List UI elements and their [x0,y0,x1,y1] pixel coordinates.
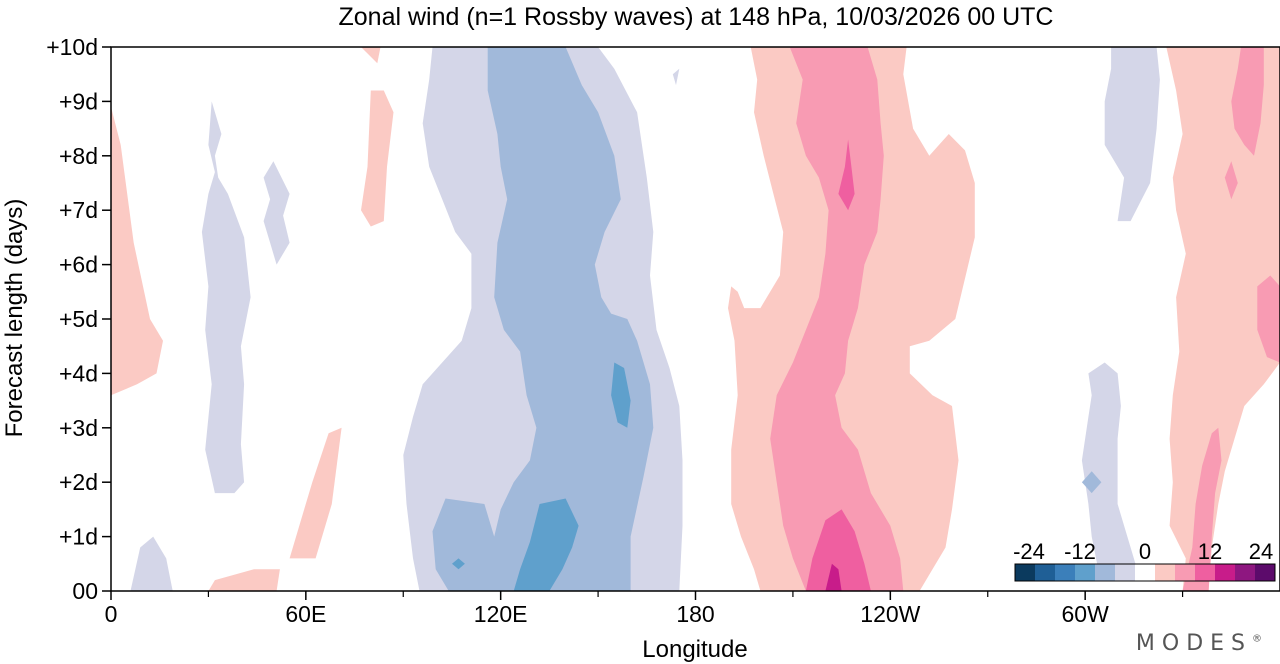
axis-ticks: 0 60E 120E 180 120W 60W 00 +1d +2d +3d +4d +5d +6d +7… [46,34,1184,627]
colorbar-swatch-3 [1075,564,1096,581]
contour-region-22 [1166,47,1280,591]
contour-region-16 [805,509,871,591]
y-tick-label-2: +2d [59,469,98,495]
y-tick-label-10: +10d [46,34,98,60]
colorbar-frame [1014,563,1276,582]
colorbar: -24 -12 0 12 24 [1013,539,1276,582]
colorbar-swatch-11 [1235,564,1256,581]
y-tick-label-3: +3d [59,415,98,441]
contour-region-5 [289,427,342,559]
brand-name: MODES [1135,631,1252,656]
colorbar-swatch-4 [1095,564,1116,581]
contour-region-9 [432,47,654,591]
y-tick-label-8: +8d [59,143,98,169]
contour-region-12 [452,558,465,570]
contour-region-13 [672,68,680,86]
colorbar-swatch-12 [1255,564,1276,581]
y-tick-label-5: +5d [59,306,98,332]
colorbar-swatch-2 [1055,564,1076,581]
colorbar-swatch-1 [1035,564,1056,581]
y-tick-label-1: +1d [59,524,98,550]
x-tick-label-0: 0 [105,601,118,627]
contour-region-7 [361,47,381,64]
contour-region-23 [1231,47,1264,156]
x-axis-title: Longitude [642,636,747,663]
colorbar-swatch-10 [1215,564,1236,581]
colorbar-label-3: 12 [1198,539,1222,564]
colorbar-swatch-8 [1175,564,1196,581]
contour-region-20 [1081,362,1138,570]
colorbar-swatch-9 [1195,564,1216,581]
colorbar-swatch-0 [1015,564,1036,581]
x-tick-label-4: 120W [860,601,920,627]
colorbar-label-2: 0 [1139,539,1151,564]
contour-region-21 [1081,471,1102,494]
contour-region-18 [825,563,842,591]
contour-region-26 [1182,427,1222,591]
y-tick-label-6: +6d [59,252,98,278]
y-tick-label-4: +4d [59,360,98,386]
colorbar-label-0: -24 [1013,539,1045,564]
colorbar-swatch-5 [1115,564,1136,581]
brand-mark: ® [1252,633,1262,645]
y-axis-title: Forecast length (days) [1,199,28,438]
colorbar-label-1: -12 [1064,539,1096,564]
x-tick-label-1: 60E [285,601,326,627]
contour-layer [111,47,1280,591]
contour-region-6 [361,90,394,227]
contour-region-19 [1104,47,1160,222]
contour-region-4 [208,569,280,591]
contour-region-2 [201,101,251,494]
contour-region-10 [513,498,579,591]
contour-region-15 [770,47,904,591]
y-tick-label-0: 00 [72,578,98,604]
plot-background [111,47,1280,591]
contour-region-17 [838,139,855,211]
x-tick-label-3: 180 [676,601,714,627]
contour-region-1 [130,536,173,591]
contour-region-24 [1224,161,1238,200]
colorbar-label-4: 24 [1249,539,1273,564]
modes-logo: MODES® [1136,631,1262,656]
chart-title: Zonal wind (n=1 Rossby waves) at 148 hPa… [339,3,1054,31]
contour-region-11 [611,362,631,428]
x-tick-label-5: 60W [1062,601,1110,627]
contour-region-0 [111,106,163,396]
colorbar-swatch-6 [1135,564,1156,581]
y-tick-label-9: +9d [59,88,98,114]
contour-region-25 [1257,275,1280,363]
y-tick-label-7: +7d [59,197,98,223]
x-tick-label-2: 120E [474,601,528,627]
contour-region-3 [263,161,290,265]
colorbar-swatch-7 [1155,564,1176,581]
